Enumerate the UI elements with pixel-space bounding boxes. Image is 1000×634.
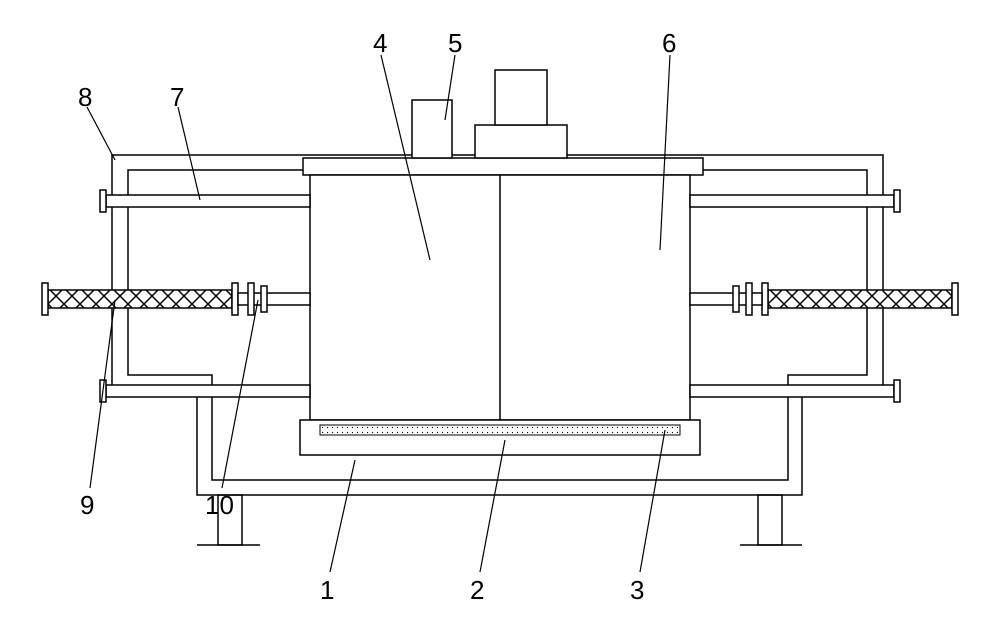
coupling-right-a: [746, 283, 752, 315]
coupling-left-a: [248, 283, 254, 315]
label-9: 9: [80, 490, 94, 521]
hatch-right-flange-outer: [952, 283, 958, 315]
label-10: 10: [205, 490, 234, 521]
top-platform: [303, 158, 703, 175]
label-8: 8: [78, 82, 92, 113]
label-3: 3: [630, 575, 644, 606]
rod-lower-right: [690, 385, 894, 397]
leg-right: [758, 495, 782, 545]
dotted-strip: [320, 425, 680, 435]
coupling-right-b: [733, 286, 739, 312]
label-7: 7: [170, 82, 184, 113]
hatch-rod-left: [48, 290, 232, 308]
rod-lower-right-flange: [894, 380, 900, 402]
rod-upper-left-flange: [100, 190, 106, 212]
rod-upper-right: [690, 195, 894, 207]
label-4: 4: [373, 28, 387, 59]
diagram-container: 4 5 6 7 8 1 2 3 9 10: [0, 0, 1000, 634]
rod-upper-left: [106, 195, 310, 207]
leader-7: [178, 107, 200, 200]
coupling-left-b: [261, 286, 267, 312]
rod-lower-left: [106, 385, 310, 397]
leader-1: [330, 460, 355, 572]
hatch-left-flange-outer: [42, 283, 48, 315]
hatch-rod-right: [768, 290, 952, 308]
top-large-base: [475, 125, 567, 158]
leader-2: [480, 440, 505, 572]
top-small-stack: [412, 100, 452, 158]
leader-8: [87, 107, 115, 160]
label-2: 2: [470, 575, 484, 606]
schematic-svg: [0, 0, 1000, 634]
hatch-right-flange-inner: [762, 283, 768, 315]
label-5: 5: [448, 28, 462, 59]
top-large-stack: [495, 70, 547, 125]
label-6: 6: [662, 28, 676, 59]
hatch-left-flange-inner: [232, 283, 238, 315]
rod-upper-right-flange: [894, 190, 900, 212]
label-1: 1: [320, 575, 334, 606]
